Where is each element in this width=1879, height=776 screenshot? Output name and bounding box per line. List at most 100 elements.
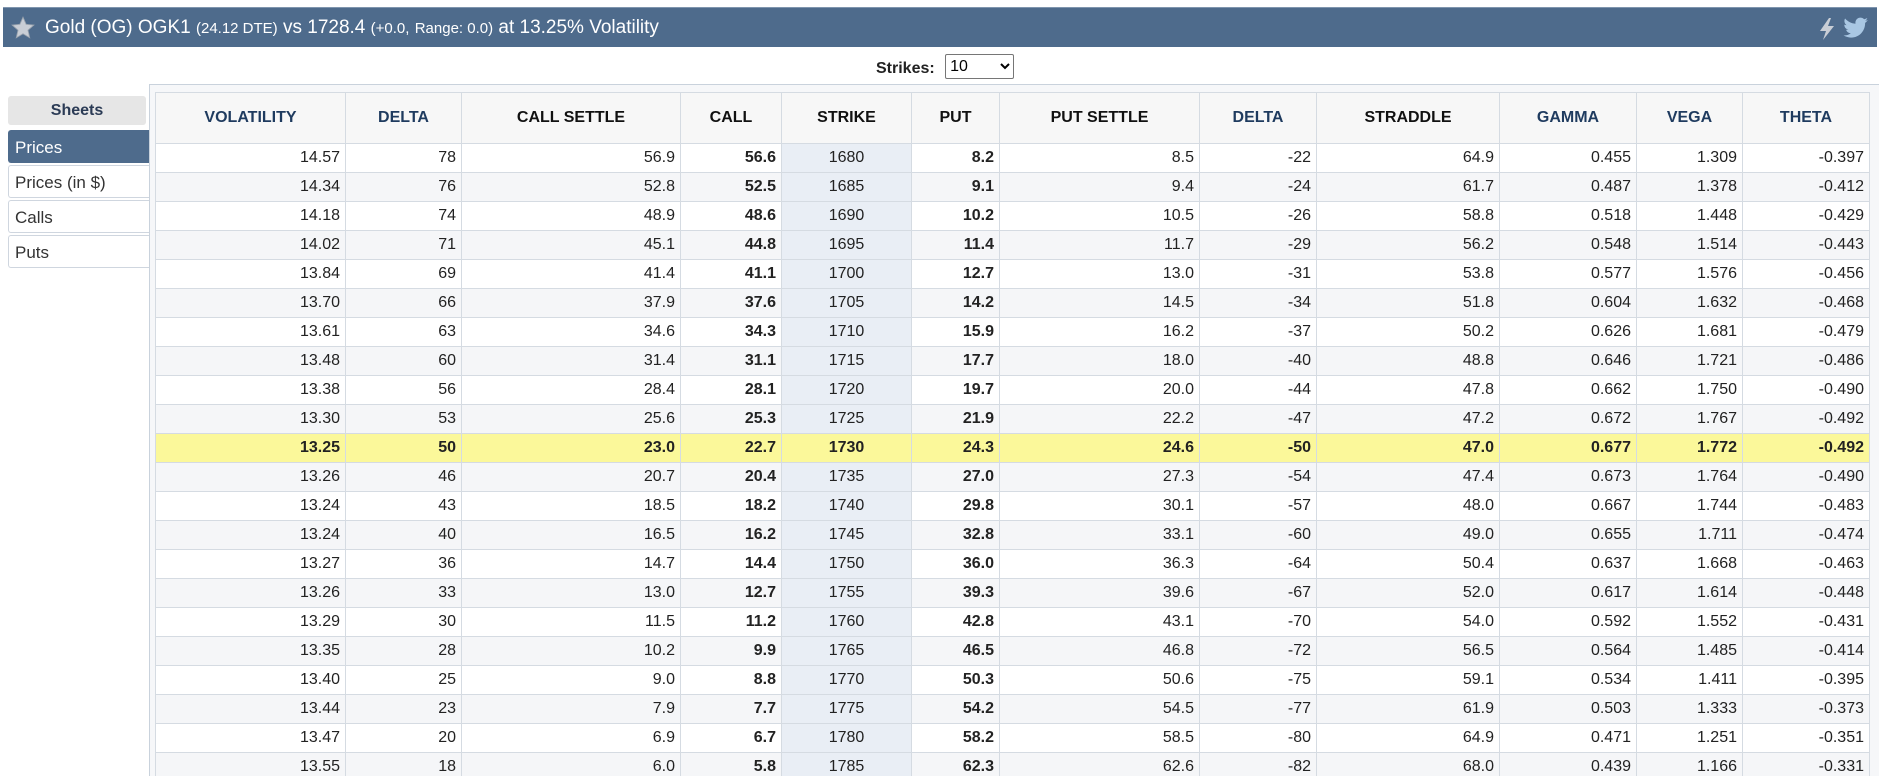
- cell-vega: 1.514: [1636, 230, 1743, 260]
- cell-vega: 1.411: [1636, 665, 1743, 695]
- cell-put-settle: 39.6: [999, 578, 1200, 608]
- cell-theta: -0.490: [1742, 462, 1870, 492]
- col-header-put-settle[interactable]: Put Settle: [999, 92, 1200, 144]
- cell-put: 39.3: [911, 578, 1000, 608]
- cell-volatility: 13.24: [155, 491, 346, 521]
- options-table: Volatility Delta Call Settle Call Strike…: [155, 92, 1870, 776]
- cell-strike: 1725: [781, 404, 912, 434]
- cell-volatility: 14.57: [155, 143, 346, 173]
- star-icon[interactable]: [10, 15, 36, 41]
- cell-vega: 1.668: [1636, 549, 1743, 579]
- col-header-volatility[interactable]: Volatility: [155, 92, 346, 144]
- cell-straddle: 49.0: [1316, 520, 1500, 550]
- cell-call-settle: 6.0: [461, 752, 681, 776]
- cell-theta: -0.373: [1742, 694, 1870, 724]
- col-header-strike[interactable]: Strike: [781, 92, 912, 144]
- lightning-icon[interactable]: [1817, 17, 1837, 41]
- cell-put: 8.2: [911, 143, 1000, 173]
- cell-put-delta: -40: [1199, 346, 1317, 376]
- cell-straddle: 54.0: [1316, 607, 1500, 637]
- cell-put-settle: 27.3: [999, 462, 1200, 492]
- col-header-call-settle[interactable]: Call Settle: [461, 92, 681, 144]
- cell-vega: 1.711: [1636, 520, 1743, 550]
- cell-theta: -0.414: [1742, 636, 1870, 666]
- cell-put-delta: -29: [1199, 230, 1317, 260]
- cell-put: 50.3: [911, 665, 1000, 695]
- cell-theta: -0.351: [1742, 723, 1870, 753]
- cell-straddle: 48.0: [1316, 491, 1500, 521]
- cell-gamma: 0.662: [1499, 375, 1637, 405]
- cell-put-settle: 16.2: [999, 317, 1200, 347]
- cell-volatility: 13.35: [155, 636, 346, 666]
- sheet-tab-prices[interactable]: Prices: [8, 130, 150, 163]
- col-header-call[interactable]: Call: [680, 92, 782, 144]
- cell-straddle: 58.8: [1316, 201, 1500, 231]
- title-dte: (24.12 DTE): [195, 20, 278, 37]
- cell-call: 5.8: [680, 752, 782, 776]
- table-row: 13.26 46 20.7 20.4 1735 27.0 27.3 -54 47.4 0.673 1…: [155, 462, 1870, 492]
- cell-put-settle: 62.6: [999, 752, 1200, 776]
- cell-call: 7.7: [680, 694, 782, 724]
- cell-straddle: 51.8: [1316, 288, 1500, 318]
- col-header-put[interactable]: Put: [911, 92, 1000, 144]
- cell-call-settle: 34.6: [461, 317, 681, 347]
- table-row: 13.38 56 28.4 28.1 1720 19.7 20.0 -44 47.8 0.662 1…: [155, 375, 1870, 405]
- sheet-tab-calls[interactable]: Calls: [8, 200, 150, 233]
- cell-call-delta: 33: [345, 578, 462, 608]
- cell-gamma: 0.564: [1499, 636, 1637, 666]
- title-volatility: at 13.25% Volatility: [498, 17, 659, 38]
- cell-vega: 1.767: [1636, 404, 1743, 434]
- cell-call-delta: 43: [345, 491, 462, 521]
- title-change: (+0.0,: [370, 20, 410, 37]
- col-header-straddle[interactable]: Straddle: [1316, 92, 1500, 144]
- cell-call: 22.7: [680, 433, 782, 463]
- cell-call-settle: 28.4: [461, 375, 681, 405]
- cell-strike: 1750: [781, 549, 912, 579]
- cell-theta: -0.448: [1742, 578, 1870, 608]
- cell-vega: 1.681: [1636, 317, 1743, 347]
- cell-put: 12.7: [911, 259, 1000, 289]
- col-header-gamma[interactable]: Gamma: [1499, 92, 1637, 144]
- cell-put: 10.2: [911, 201, 1000, 231]
- cell-put-delta: -47: [1199, 404, 1317, 434]
- cell-call-settle: 18.5: [461, 491, 681, 521]
- col-header-vega[interactable]: Vega: [1636, 92, 1743, 144]
- cell-put-delta: -37: [1199, 317, 1317, 347]
- twitter-bird-icon[interactable]: [1843, 17, 1869, 39]
- cell-volatility: 13.70: [155, 288, 346, 318]
- cell-call-delta: 50: [345, 433, 462, 463]
- cell-theta: -0.492: [1742, 433, 1870, 463]
- sheet-tab-puts[interactable]: Puts: [8, 235, 150, 268]
- cell-volatility: 13.30: [155, 404, 346, 434]
- col-header-put-delta[interactable]: Delta: [1199, 92, 1317, 144]
- cell-gamma: 0.646: [1499, 346, 1637, 376]
- cell-call-settle: 16.5: [461, 520, 681, 550]
- cell-straddle: 53.8: [1316, 259, 1500, 289]
- cell-put-delta: -44: [1199, 375, 1317, 405]
- cell-put-settle: 33.1: [999, 520, 1200, 550]
- options-table-panel: Volatility Delta Call Settle Call Strike…: [149, 84, 1879, 776]
- cell-put-settle: 10.5: [999, 201, 1200, 231]
- table-row: 14.02 71 45.1 44.8 1695 11.4 11.7 -29 56.2 0.548 1…: [155, 230, 1870, 260]
- col-header-theta[interactable]: Theta: [1742, 92, 1870, 144]
- cell-straddle: 61.7: [1316, 172, 1500, 202]
- cell-volatility: 13.24: [155, 520, 346, 550]
- cell-theta: -0.468: [1742, 288, 1870, 318]
- cell-call-delta: 36: [345, 549, 462, 579]
- strikes-select[interactable]: 10: [945, 54, 1015, 79]
- cell-put-delta: -67: [1199, 578, 1317, 608]
- cell-straddle: 50.2: [1316, 317, 1500, 347]
- col-header-call-delta[interactable]: Delta: [345, 92, 462, 144]
- cell-call: 18.2: [680, 491, 782, 521]
- cell-put: 54.2: [911, 694, 1000, 724]
- cell-vega: 1.721: [1636, 346, 1743, 376]
- sheet-tab-prices-dollar[interactable]: Prices (in $): [8, 165, 150, 198]
- cell-volatility: 13.44: [155, 694, 346, 724]
- cell-volatility: 13.26: [155, 578, 346, 608]
- cell-volatility: 13.55: [155, 752, 346, 776]
- cell-strike: 1685: [781, 172, 912, 202]
- cell-straddle: 50.4: [1316, 549, 1500, 579]
- cell-volatility: 13.40: [155, 665, 346, 695]
- cell-call-delta: 40: [345, 520, 462, 550]
- cell-volatility: 14.18: [155, 201, 346, 231]
